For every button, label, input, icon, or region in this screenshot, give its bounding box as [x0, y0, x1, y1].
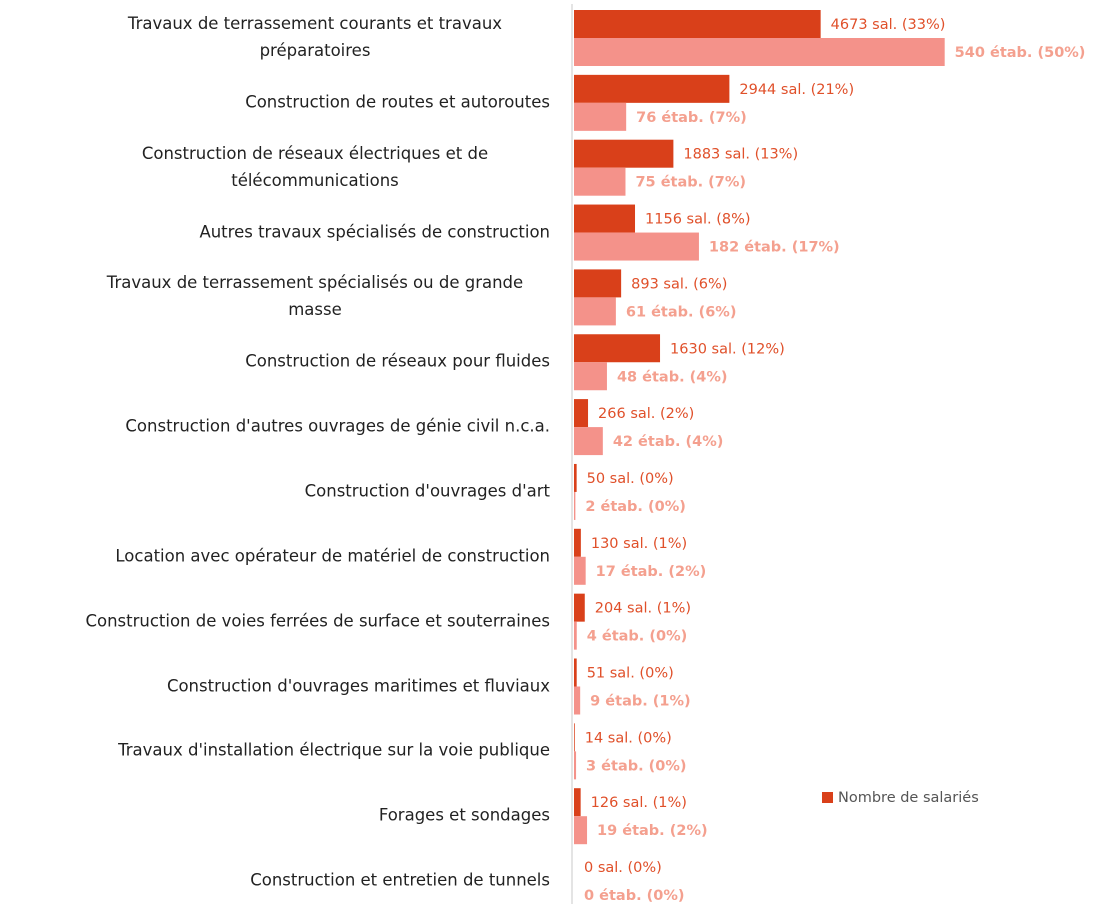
bar — [574, 269, 622, 298]
legend-swatch — [822, 792, 833, 803]
value-label: 3 étab. (0%) — [586, 758, 687, 774]
value-label: 2 étab. (0%) — [585, 499, 686, 515]
value-label: 204 sal. (1%) — [595, 601, 691, 617]
bar — [574, 139, 674, 168]
value-label: 51 sal. (0%) — [587, 666, 674, 682]
value-label: 130 sal. (1%) — [591, 536, 687, 552]
bar — [574, 167, 626, 196]
bar — [574, 593, 585, 622]
legend-label: Nombre de salariés — [838, 790, 979, 806]
value-label: 1156 sal. (8%) — [645, 212, 751, 228]
bar — [574, 556, 586, 585]
value-label: 17 étab. (2%) — [596, 564, 707, 580]
bar — [574, 751, 577, 780]
bar — [574, 491, 576, 520]
value-label: 75 étab. (7%) — [635, 175, 746, 191]
category-label: Construction et entretien de tunnels — [250, 870, 550, 890]
bar — [574, 723, 575, 752]
category-label: Construction d'ouvrages d'art — [304, 481, 550, 501]
bar — [574, 74, 730, 103]
bar — [574, 362, 607, 391]
category-label: Construction d'ouvrages maritimes et flu… — [166, 676, 550, 695]
value-label: 76 étab. (7%) — [636, 110, 747, 126]
value-label: 9 étab. (1%) — [590, 694, 691, 710]
category-label: Travaux d'installation électrique sur la… — [118, 740, 550, 760]
value-label: 182 étab. (17%) — [709, 240, 840, 256]
category-label: Travaux de terrassement spécialisés ou d… — [106, 273, 524, 320]
value-label: 61 étab. (6%) — [626, 304, 737, 320]
value-label: 266 sal. (2%) — [598, 406, 694, 422]
bar — [574, 427, 603, 456]
category-label: Travaux de terrassement courants et trav… — [127, 14, 503, 60]
bar — [574, 621, 577, 650]
value-label: 2944 sal. (21%) — [739, 82, 854, 98]
value-label: 0 sal. (0%) — [584, 860, 662, 876]
value-label: 42 étab. (4%) — [613, 434, 724, 450]
category-label: Construction d'autres ouvrages de génie … — [125, 416, 550, 436]
value-label: 48 étab. (4%) — [617, 369, 728, 385]
bar — [574, 788, 581, 817]
category-label: Forages et sondages — [378, 805, 550, 825]
bar — [574, 399, 589, 428]
category-label: Construction de réseaux électriques et d… — [141, 143, 489, 190]
bar — [574, 232, 699, 261]
value-label: 19 étab. (2%) — [597, 823, 708, 839]
bar — [574, 658, 577, 687]
value-label: 4673 sal. (33%) — [831, 17, 946, 33]
bar — [574, 816, 588, 845]
bar — [574, 686, 581, 715]
value-label: 50 sal. (0%) — [587, 471, 674, 487]
bar — [574, 297, 616, 326]
bar — [574, 10, 821, 38]
value-label: 4 étab. (0%) — [587, 629, 688, 645]
bar — [574, 334, 661, 363]
category-label: Construction de routes et autoroutes — [245, 92, 550, 112]
value-label: 1630 sal. (12%) — [670, 341, 785, 357]
value-label: 14 sal. (0%) — [585, 730, 672, 746]
bar — [574, 102, 627, 131]
category-label: Construction de réseaux pour fluides — [245, 351, 550, 371]
bar — [574, 204, 636, 233]
value-label: 540 étab. (50%) — [955, 45, 1086, 61]
value-label: 126 sal. (1%) — [591, 795, 687, 811]
category-label: Autres travaux spécialisés de constructi… — [199, 222, 550, 242]
value-label: 893 sal. (6%) — [631, 276, 727, 292]
value-label: 0 étab. (0%) — [584, 888, 685, 904]
category-label: Location avec opérateur de matériel de c… — [115, 546, 550, 566]
value-label: 1883 sal. (13%) — [683, 147, 798, 163]
category-label: Construction de voies ferrées de surface… — [85, 611, 550, 631]
bar — [574, 38, 945, 66]
bar — [574, 528, 581, 557]
bar — [574, 463, 577, 492]
